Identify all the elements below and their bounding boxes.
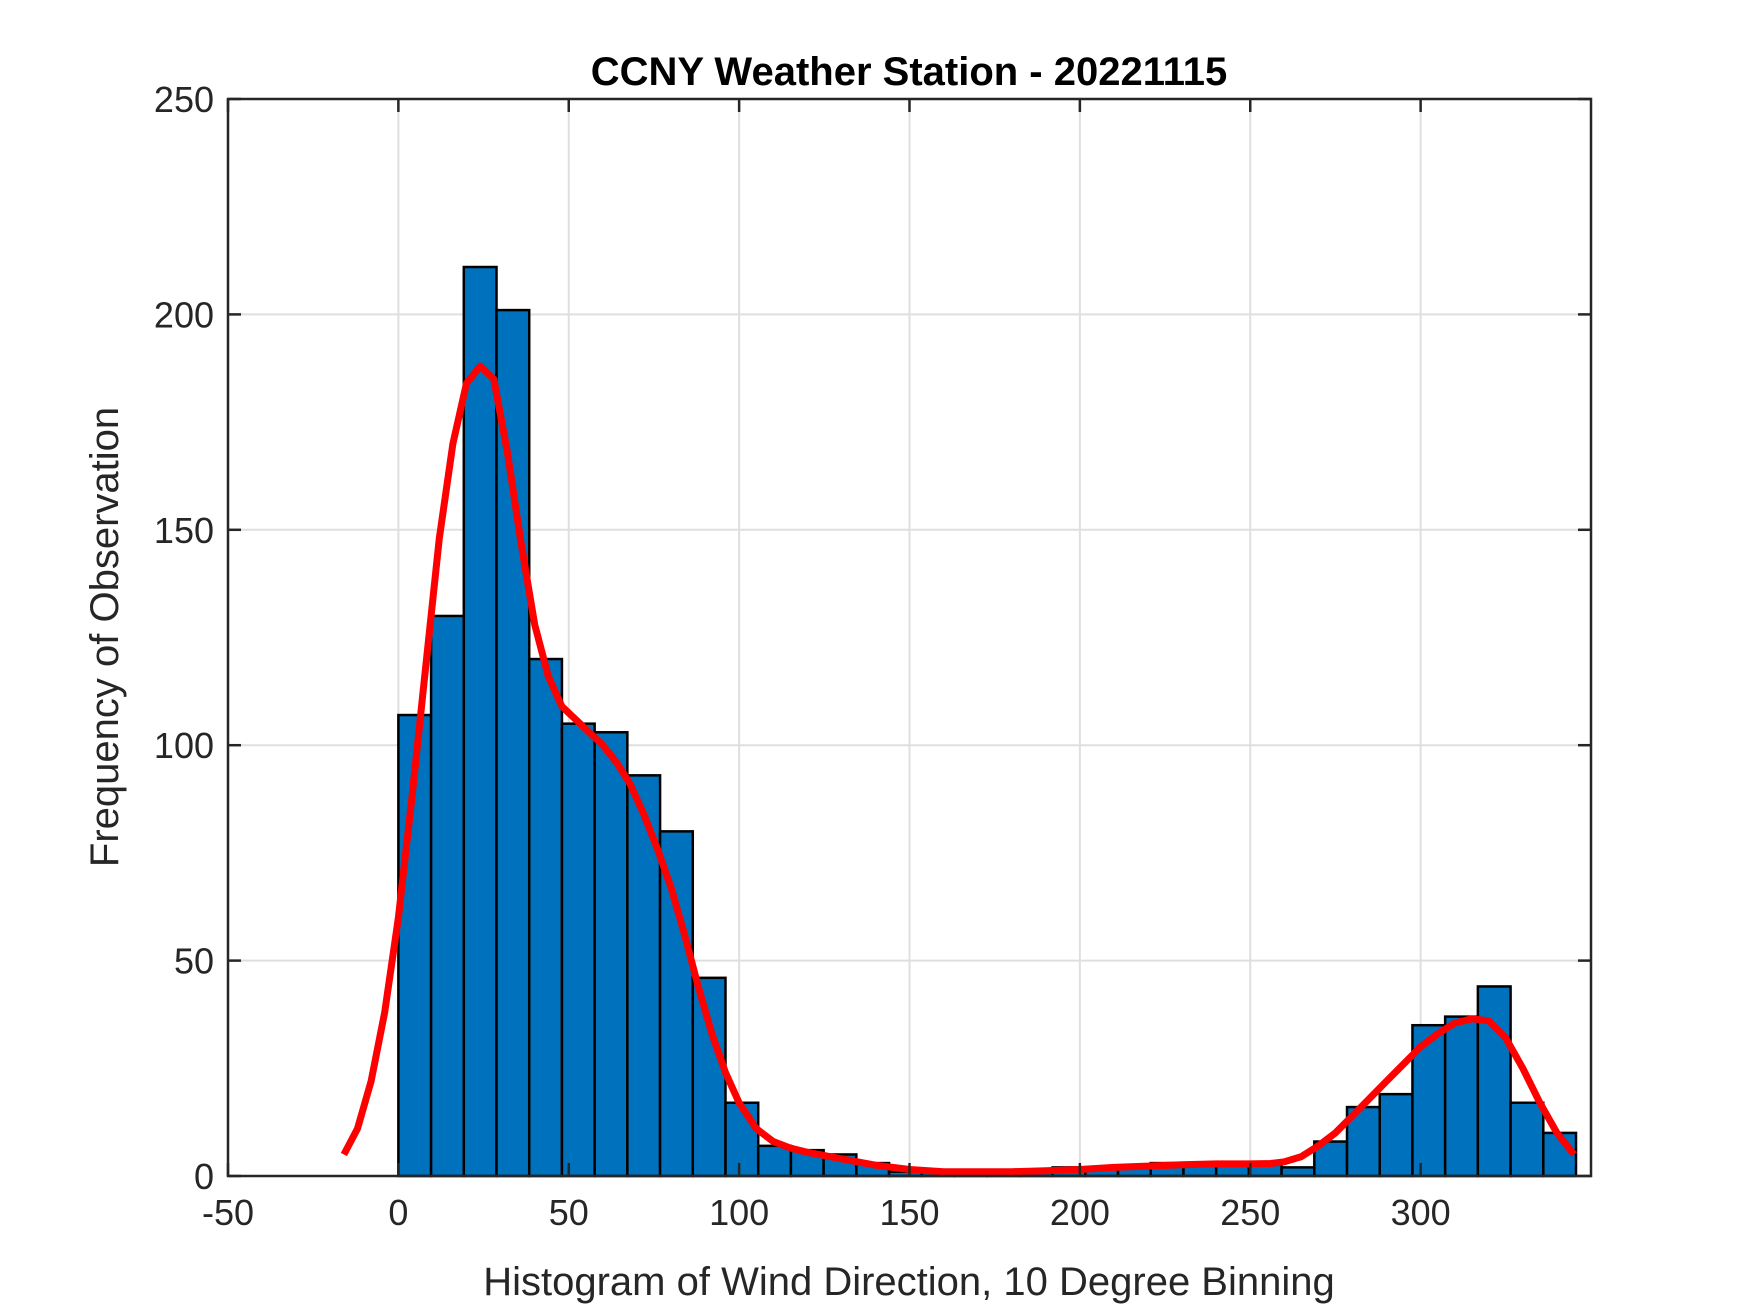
histogram-bar [429,614,466,1178]
chart-title: CCNY Weather Station - 20221115 [591,50,1228,94]
histogram-bar [560,722,596,1178]
x-tick-label: 200 [1050,1192,1110,1233]
y-tick-label: 100 [154,725,214,766]
x-tick-label: 0 [388,1192,408,1233]
y-tick-label: 150 [154,510,214,551]
x-axis-label: Histogram of Wind Direction, 10 Degree B… [483,1260,1335,1304]
histogram-bar [593,731,629,1178]
histogram-bar [1280,1166,1316,1178]
histogram-bar [495,308,531,1178]
y-tick-label: 0 [194,1156,214,1197]
histogram-bar [1509,1101,1545,1178]
histogram-bar [756,1144,793,1178]
x-tick-label: 300 [1391,1192,1451,1233]
histogram-bar [527,657,564,1178]
density-curve-layer [340,362,1577,1176]
y-tick-label: 200 [154,294,214,335]
histogram-bar [724,1101,760,1178]
plot-frame [226,97,1593,1178]
histogram-bar [1443,1015,1480,1178]
histogram-bar [1476,985,1512,1178]
y-axis-label: Frequency of Observation [83,407,127,867]
y-tick-label: 50 [174,941,214,982]
y-tick-label: 250 [154,79,214,120]
x-tick-label: 250 [1220,1192,1280,1233]
histogram-bar [1378,1092,1414,1178]
histogram-bar [658,830,695,1178]
x-tick-label: -50 [202,1192,254,1233]
histogram-bar [462,265,498,1178]
x-tick-label: 150 [879,1192,939,1233]
x-tick-label: 100 [709,1192,769,1233]
density-curve [340,362,1577,1176]
x-tick-label: 50 [549,1192,589,1233]
histogram-bar [691,976,727,1178]
